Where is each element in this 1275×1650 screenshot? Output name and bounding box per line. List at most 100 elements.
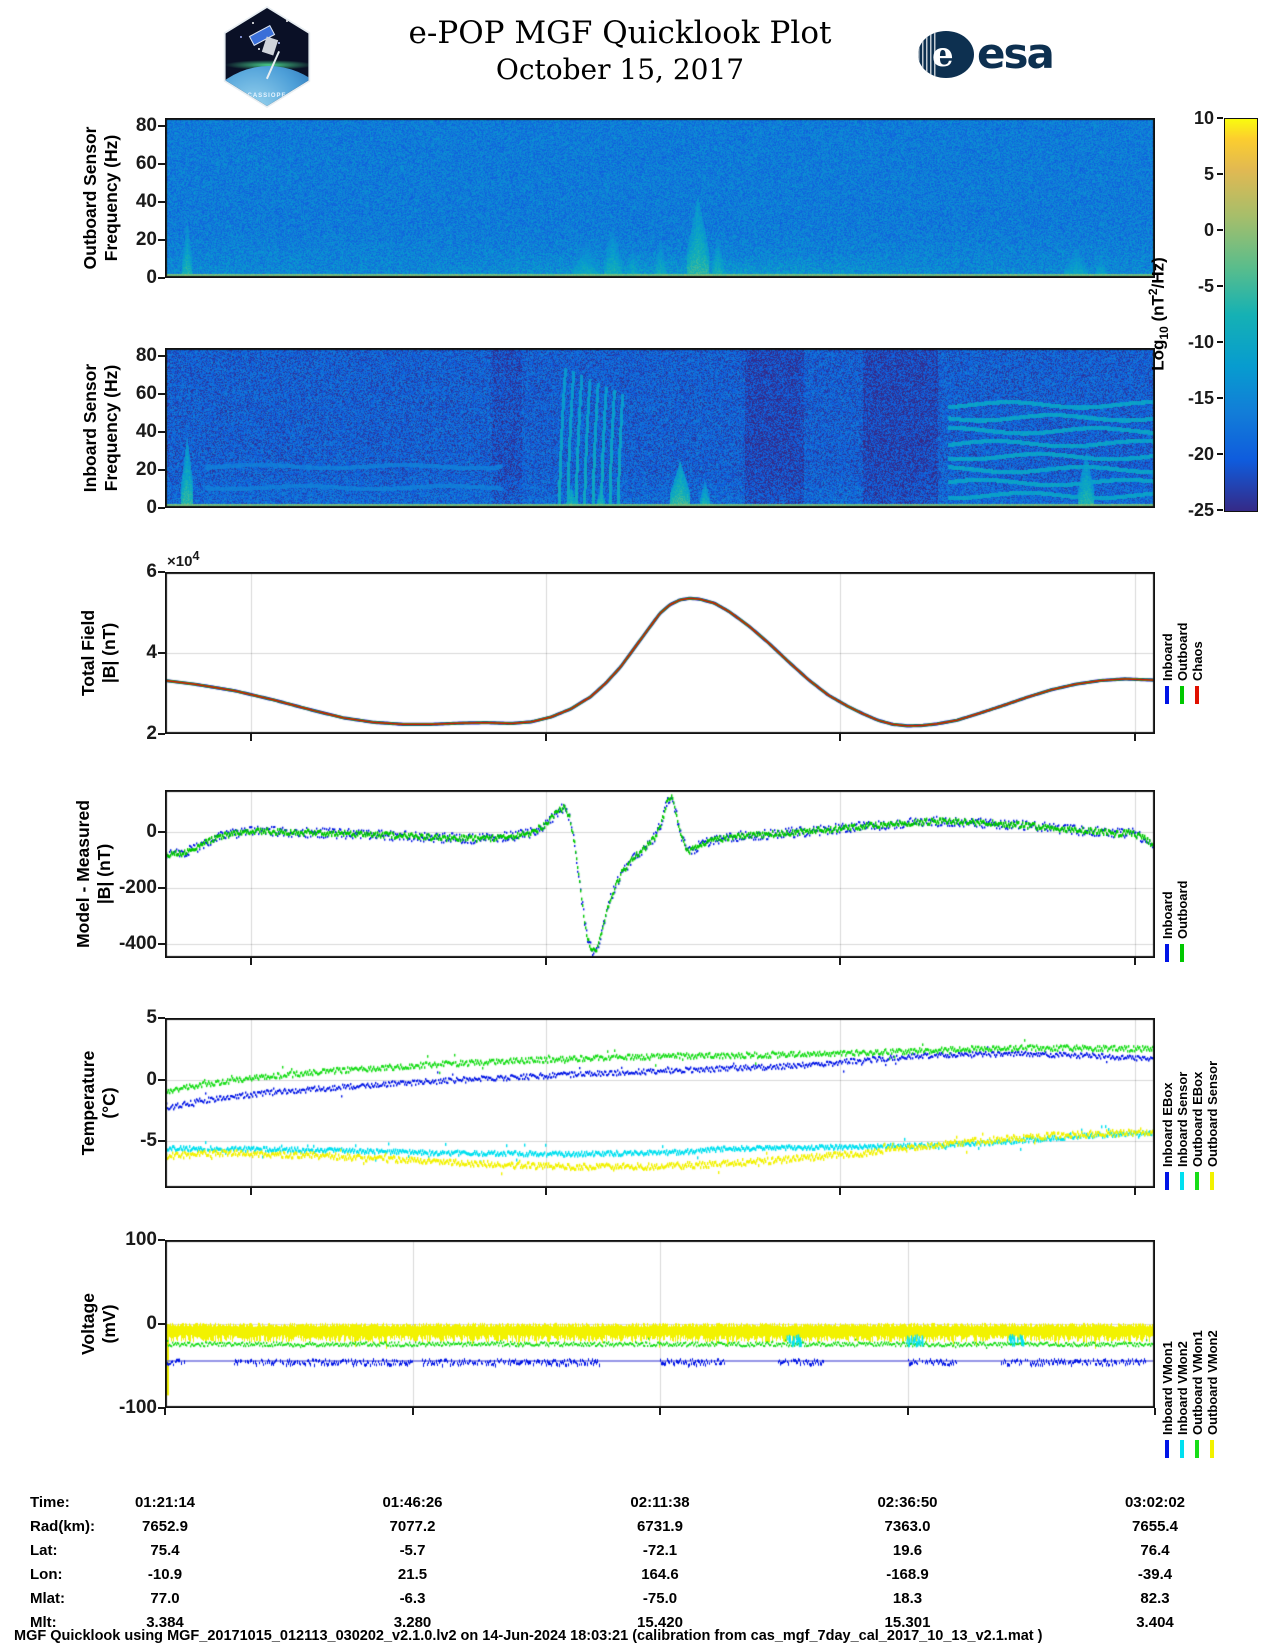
ytick-label: 0	[146, 267, 157, 288]
patch-aurora	[225, 60, 309, 70]
esa-logo: e esa	[918, 28, 1055, 80]
ephemeris-value: -168.9	[886, 1566, 929, 1583]
ytick-mark	[158, 354, 165, 357]
ytick-mark	[158, 1239, 165, 1241]
xtick-mark	[659, 1408, 661, 1415]
ytick-mark	[158, 1140, 165, 1143]
colorbar-tick-mark	[1217, 397, 1223, 399]
legend-item: Inboard Sensor	[1175, 1012, 1190, 1190]
colorbar-tick-label: -20	[1187, 444, 1214, 464]
legend-voltage: Inboard VMon1 Inboard VMon2 Outboard VMon1…	[1160, 1246, 1220, 1458]
xtick-mark	[544, 734, 547, 741]
xtick-mark	[839, 1188, 842, 1195]
ytick-mark	[158, 1078, 165, 1081]
ephemeris-value: 6731.9	[637, 1518, 683, 1535]
legend-label: Inboard	[1159, 633, 1175, 681]
xtick-mark	[1133, 958, 1136, 965]
ephemeris-value: 02:36:50	[877, 1494, 938, 1511]
ephemeris-value: 7652.9	[142, 1518, 188, 1535]
colorbar-label-log: Log	[1148, 339, 1168, 371]
colorbar-tick-label: -25	[1187, 500, 1214, 520]
ytick-label: 80	[135, 114, 157, 136]
outboard-spectrogram-canvas	[165, 118, 1155, 278]
ytick-mark	[158, 507, 165, 509]
colorbar-tick-label: -15	[1187, 388, 1214, 408]
ephemeris-value: 19.6	[892, 1542, 923, 1559]
legend-item: Outboard	[1175, 796, 1190, 962]
legend-swatch	[1165, 944, 1169, 962]
ephemeris-value: -72.1	[642, 1542, 678, 1559]
legend-total-field: Inboard Outboard Chaos	[1160, 576, 1220, 704]
ytick-label: 0	[146, 497, 157, 518]
ephemeris-value: -6.3	[399, 1590, 426, 1607]
legend-swatch	[1195, 1172, 1199, 1190]
temperature-canvas	[165, 1018, 1155, 1188]
ytick-label: 40	[135, 190, 157, 212]
legend-label: Outboard	[1174, 622, 1190, 682]
ytick-label: 40	[135, 420, 157, 442]
xtick-mark	[1133, 734, 1136, 741]
legend-item: Outboard VMon1	[1190, 1246, 1205, 1458]
ylabel-line: Voltage	[78, 1293, 98, 1355]
ephemeris-value: 76.4	[1140, 1542, 1170, 1559]
ephemeris-value: 7363.0	[884, 1518, 931, 1535]
ephemeris-value: 03:02:02	[1124, 1494, 1186, 1511]
xtick-mark	[839, 734, 842, 741]
legend-item: Outboard Sensor	[1204, 1012, 1220, 1190]
ytick-label: 2	[146, 723, 157, 744]
colorbar-tick-mark	[1217, 117, 1223, 119]
colorbar-tick-label: 10	[1193, 108, 1214, 128]
xtick-mark	[249, 1188, 252, 1195]
ephemeris-row-label: Rad(km):	[30, 1518, 96, 1535]
title-block: e-POP MGF Quicklook Plot October 15, 201…	[165, 14, 1075, 88]
total-field-exponent: ×104	[167, 549, 199, 570]
xtick-mark	[544, 958, 547, 965]
colorbar-tick-mark	[1217, 173, 1223, 175]
ytick-label: 60	[135, 152, 157, 174]
ytick-mark	[158, 652, 165, 654]
ytick-label: 80	[135, 344, 157, 366]
legend-label: Outboard VMon2	[1204, 1330, 1220, 1435]
legend-swatch	[1210, 1440, 1214, 1458]
ephemeris-value: 82.3	[1140, 1590, 1170, 1607]
legend-label: Outboard Sensor	[1204, 1060, 1220, 1167]
colorbar-tick-mark	[1217, 285, 1223, 287]
ytick-mark	[158, 1323, 165, 1325]
xtick-mark	[249, 958, 252, 965]
legend-item: Chaos	[1189, 576, 1205, 704]
colorbar-tick-label: -10	[1187, 332, 1214, 352]
colorbar-tick-label: 0	[1203, 220, 1214, 240]
ephemeris-value: 01:21:14	[134, 1494, 196, 1511]
legend-swatch	[1180, 1172, 1184, 1190]
colorbar	[1224, 118, 1258, 512]
legend-swatch	[1165, 1172, 1169, 1190]
ephemeris-value: 3.404	[1136, 1614, 1174, 1631]
ytick-label: 5	[146, 1007, 157, 1028]
ytick-mark	[158, 887, 165, 889]
ephemeris-value: 21.5	[397, 1566, 428, 1583]
ephemeris-value: 01:46:26	[382, 1494, 443, 1511]
ephemeris-value: -5.7	[399, 1542, 426, 1559]
legend-label: Chaos	[1189, 641, 1205, 681]
ytick-label: 20	[135, 458, 157, 480]
ytick-mark	[158, 200, 165, 203]
cassiope-patch-logo: CASSIOPE	[220, 6, 314, 108]
legend-swatch	[1165, 1440, 1169, 1458]
legend-swatch	[1180, 1440, 1184, 1458]
ytick-label: -400	[118, 933, 157, 954]
ytick-label: 20	[135, 228, 157, 250]
xtick-mark	[839, 958, 842, 965]
ytick-mark	[158, 468, 165, 471]
esa-disc-icon: e	[918, 30, 974, 78]
patch-stars	[252, 22, 254, 24]
ephemeris-value: 3.280	[393, 1614, 432, 1631]
legend-swatch	[1210, 1172, 1214, 1190]
ephemeris-row-label: Mlat:	[30, 1590, 65, 1607]
ytick-label: 0	[146, 1068, 157, 1090]
ephemeris-value: 18.3	[892, 1590, 923, 1607]
legend-swatch	[1180, 686, 1184, 704]
legend-label: Inboard EBox	[1159, 1082, 1175, 1167]
ephemeris-row-label: Mlt:	[30, 1614, 57, 1631]
ytick-mark	[158, 831, 165, 833]
